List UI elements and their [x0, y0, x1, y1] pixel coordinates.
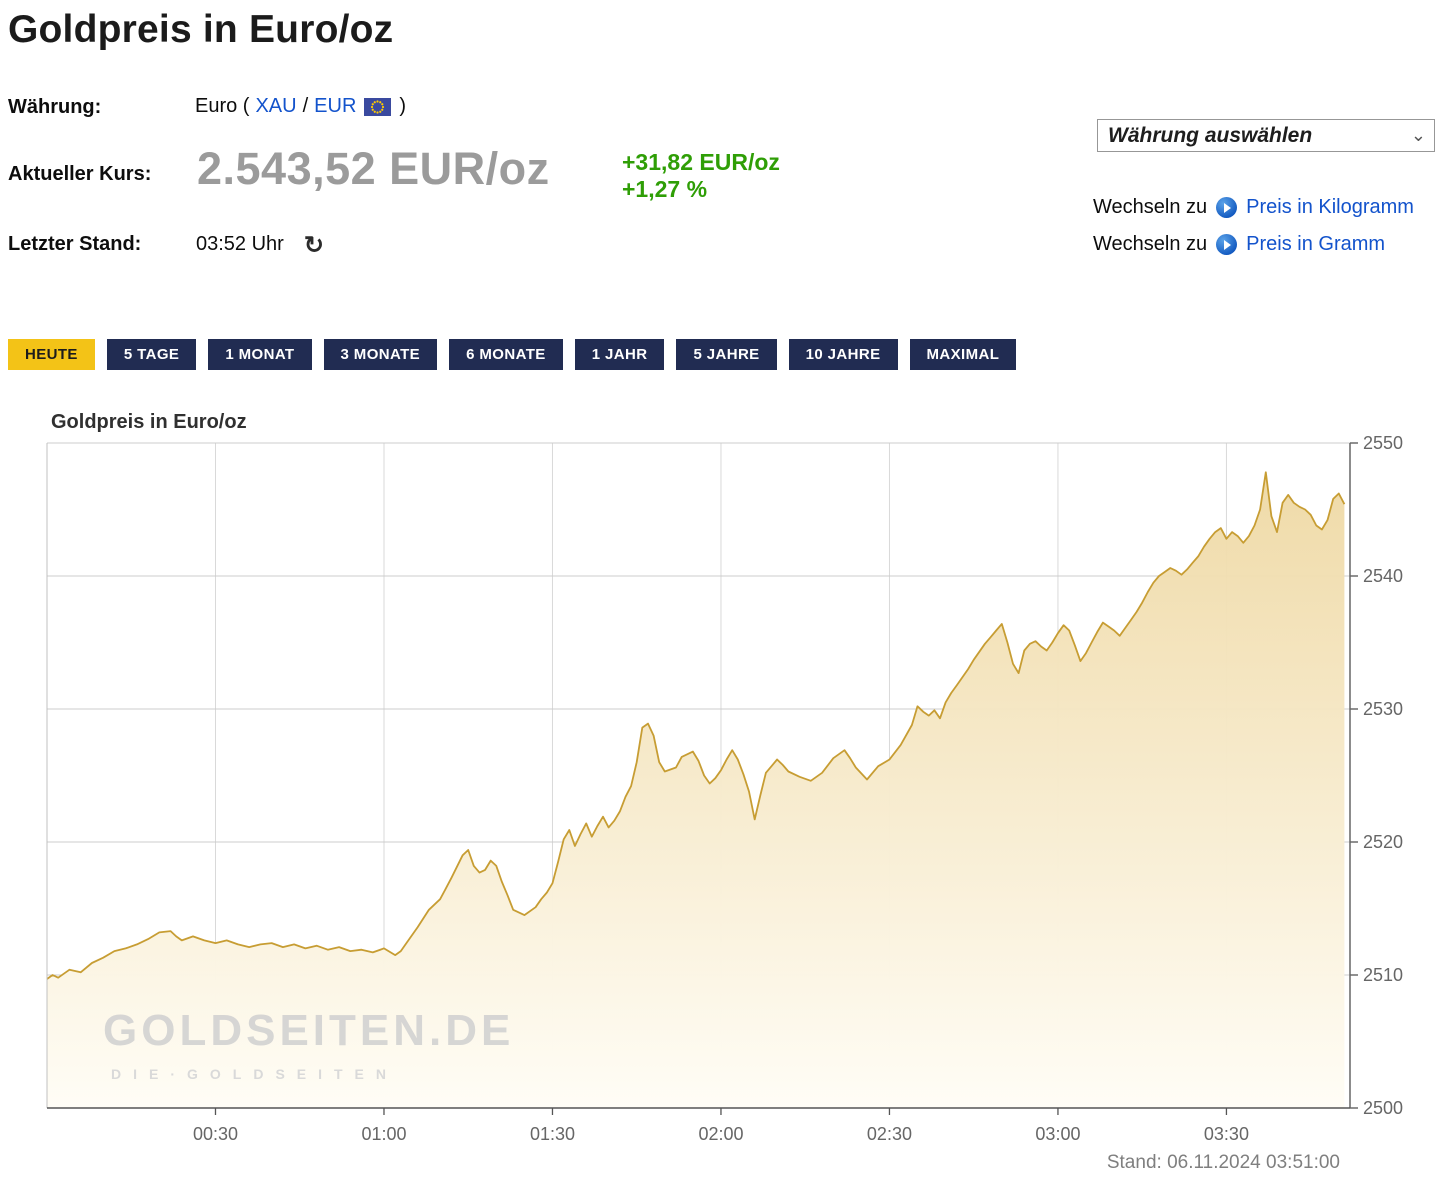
gold-price-chart: GOLDSEITEN.DE DIE·GOLDSEITEN 00:30 01:00 01:…	[46, 433, 1403, 1144]
svg-text:01:00: 01:00	[361, 1124, 406, 1144]
range-button-heute[interactable]: HEUTE	[8, 339, 95, 370]
switch-to-gram-row: Wechseln zu Preis in Gramm	[1093, 233, 1385, 256]
svg-text:2530: 2530	[1363, 699, 1403, 719]
time-range-tabs: HEUTE 5 TAGE 1 MONAT 3 MONATE 6 MONATE 1…	[8, 339, 1017, 370]
price-in-kilogram-link[interactable]: Preis in Kilogramm	[1246, 196, 1414, 218]
watermark-logo: GOLDSEITEN.DE	[103, 1006, 514, 1055]
currency-label: Währung:	[8, 96, 102, 118]
page-title: Goldpreis in Euro/oz	[8, 8, 394, 51]
price-change-absolute: +31,82 EUR/oz	[622, 149, 780, 175]
refresh-icon[interactable]: ↻	[303, 232, 324, 259]
chart-axes: 00:30 01:00 01:30 02:00 02:30 03:00 03:30 2500 2…	[46, 433, 1403, 1144]
chart-series	[46, 471, 1346, 1108]
currency-separator: /	[302, 95, 309, 117]
last-update-value: 03:52 Uhr ↻	[196, 232, 324, 259]
range-button-5-jahre[interactable]: 5 JAHRE	[676, 339, 777, 370]
currency-select-placeholder: Währung auswählen	[1108, 123, 1313, 147]
range-button-maximal[interactable]: MAXIMAL	[909, 339, 1017, 370]
price-in-gram-link[interactable]: Preis in Gramm	[1246, 233, 1386, 255]
range-button-10-jahre[interactable]: 10 JAHRE	[788, 339, 898, 370]
eur-link[interactable]: EUR	[314, 95, 357, 117]
watermark-subtitle: DIE·GOLDSEITEN	[111, 1066, 398, 1082]
current-price-label: Aktueller Kurs:	[8, 163, 152, 185]
svg-text:02:30: 02:30	[867, 1124, 912, 1144]
last-update-label: Letzter Stand:	[8, 233, 142, 255]
svg-text:03:30: 03:30	[1204, 1124, 1249, 1144]
current-price-value: 2.543,52 EUR/oz	[197, 143, 550, 194]
price-change: +31,82 EUR/oz +1,27 %	[622, 149, 780, 203]
currency-prefix: Euro (	[195, 95, 250, 117]
switch-kg-label: Wechseln zu	[1093, 196, 1208, 218]
range-button-1-monat[interactable]: 1 MONAT	[208, 339, 312, 370]
price-change-percent: +1,27 %	[622, 176, 708, 202]
svg-text:02:00: 02:00	[698, 1124, 743, 1144]
svg-text:2500: 2500	[1363, 1098, 1403, 1118]
svg-text:2510: 2510	[1363, 965, 1403, 985]
arrow-right-icon[interactable]	[1216, 197, 1238, 218]
arrow-right-icon[interactable]	[1216, 234, 1238, 255]
range-button-3-monate[interactable]: 3 MONATE	[323, 339, 438, 370]
svg-text:01:30: 01:30	[530, 1124, 575, 1144]
currency-suffix: )	[399, 95, 407, 117]
chart-title: Goldpreis in Euro/oz	[51, 411, 247, 433]
switch-to-kilogram-row: Wechseln zu Preis in Kilogramm	[1093, 196, 1414, 219]
currency-select[interactable]: Währung auswählen ⌄	[1097, 119, 1435, 152]
eu-flag-icon	[364, 97, 392, 116]
switch-g-label: Wechseln zu	[1093, 233, 1208, 255]
range-button-1-jahr[interactable]: 1 JAHR	[574, 339, 665, 370]
chevron-down-icon: ⌄	[1410, 125, 1426, 145]
xau-link[interactable]: XAU	[255, 95, 297, 117]
svg-text:00:30: 00:30	[193, 1124, 238, 1144]
svg-text:2540: 2540	[1363, 566, 1403, 586]
svg-text:2520: 2520	[1363, 832, 1403, 852]
currency-value: Euro ( XAU / EUR )	[195, 95, 406, 118]
range-button-5-tage[interactable]: 5 TAGE	[106, 339, 197, 370]
chart-timestamp: Stand: 06.11.2024 03:51:00	[1106, 1152, 1340, 1173]
chart-section: Goldpreis in Euro/oz GOLDSEITEN.DE DIE·GO…	[8, 408, 1428, 1198]
svg-text:03:00: 03:00	[1035, 1124, 1080, 1144]
range-button-6-monate[interactable]: 6 MONATE	[449, 339, 563, 370]
svg-text:2550: 2550	[1363, 433, 1403, 453]
